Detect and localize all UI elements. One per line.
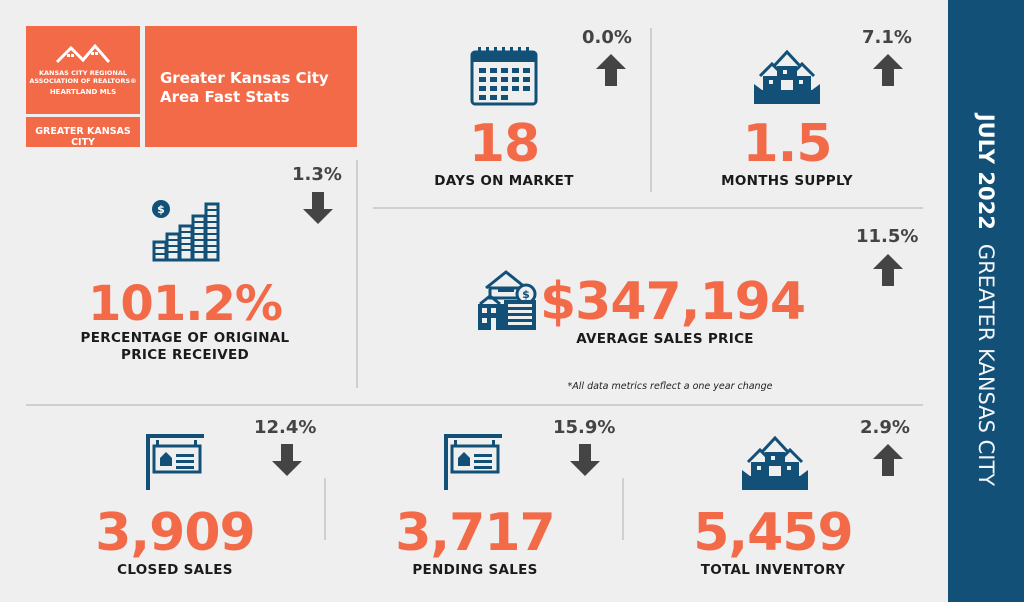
logo-panel: KANSAS CITY REGIONAL ASSOCIATION OF REAL…: [26, 26, 140, 114]
stat-label: PENDING SALES: [412, 562, 538, 578]
stat-value: 101.2%: [88, 276, 283, 332]
coin-stacks-icon: $: [152, 200, 220, 262]
calendar-icon: [470, 47, 538, 106]
divider: [650, 28, 652, 192]
change-percent: 11.5%: [856, 226, 919, 247]
divider: [356, 160, 358, 388]
stat-value: 3,909: [95, 503, 255, 563]
logo-line3: HEARTLAND MLS: [49, 88, 117, 96]
sidebar: JULY 2022 GREATER KANSAS CITY: [948, 0, 1024, 602]
stat-label: PERCENTAGE OF ORIGINAL PRICE RECEIVED: [80, 330, 290, 363]
logo-region-panel: GREATER KANSAS CITY: [26, 117, 140, 148]
divider: [373, 207, 923, 209]
change-percent: 1.3%: [292, 164, 342, 185]
logo-line1: KANSAS CITY REGIONAL: [38, 69, 128, 77]
stat-value: 5,459: [693, 503, 853, 563]
arrow-up-icon: [873, 254, 903, 286]
stat-label: CLOSED SALES: [117, 562, 233, 578]
stat-label: TOTAL INVENTORY: [700, 562, 846, 578]
svg-text:$: $: [157, 203, 165, 216]
arrow-down-icon: [570, 444, 600, 476]
footnote: *All data metrics reflect a one year cha…: [567, 381, 773, 392]
change-percent: 7.1%: [862, 27, 912, 48]
arrow-up-icon: [873, 444, 903, 476]
sale-sign-icon: [444, 434, 502, 490]
svg-text:$: $: [522, 288, 530, 301]
houses-icon: [754, 49, 820, 104]
house-logo-icon: [55, 43, 111, 64]
title-panel: Greater Kansas City Area Fast Stats: [145, 26, 357, 147]
sidebar-date: JULY 2022: [974, 113, 998, 230]
sidebar-region: GREATER KANSAS CITY: [974, 243, 998, 487]
stat-label: DAYS ON MARKET: [434, 173, 574, 189]
arrow-up-icon: [596, 54, 626, 86]
page-title: Greater Kansas City Area Fast Stats: [160, 69, 329, 106]
change-percent: 0.0%: [582, 27, 632, 48]
divider: [622, 478, 624, 540]
stat-value: 3,717: [395, 503, 555, 563]
stat-value: $347,194: [540, 272, 806, 332]
house-price-icon: $: [478, 270, 537, 330]
stat-value: 1.5: [742, 114, 832, 174]
stat-value: 18: [468, 114, 540, 174]
houses-icon: [742, 435, 808, 490]
sidebar-title: JULY 2022 GREATER KANSAS CITY: [974, 114, 998, 486]
divider: [324, 478, 326, 540]
stat-label: AVERAGE SALES PRICE: [576, 331, 754, 347]
change-percent: 2.9%: [860, 417, 910, 438]
arrow-down-icon: [272, 444, 302, 476]
logo-line2: ASSOCIATION OF REALTORS®: [29, 77, 137, 85]
arrow-down-icon: [303, 192, 333, 224]
sale-sign-icon: [146, 434, 204, 490]
logo-region: GREATER KANSAS CITY: [35, 126, 131, 148]
divider: [26, 404, 923, 406]
change-percent: 15.9%: [553, 417, 616, 438]
change-percent: 12.4%: [254, 417, 317, 438]
stat-label: MONTHS SUPPLY: [721, 173, 853, 189]
arrow-up-icon: [873, 54, 903, 86]
